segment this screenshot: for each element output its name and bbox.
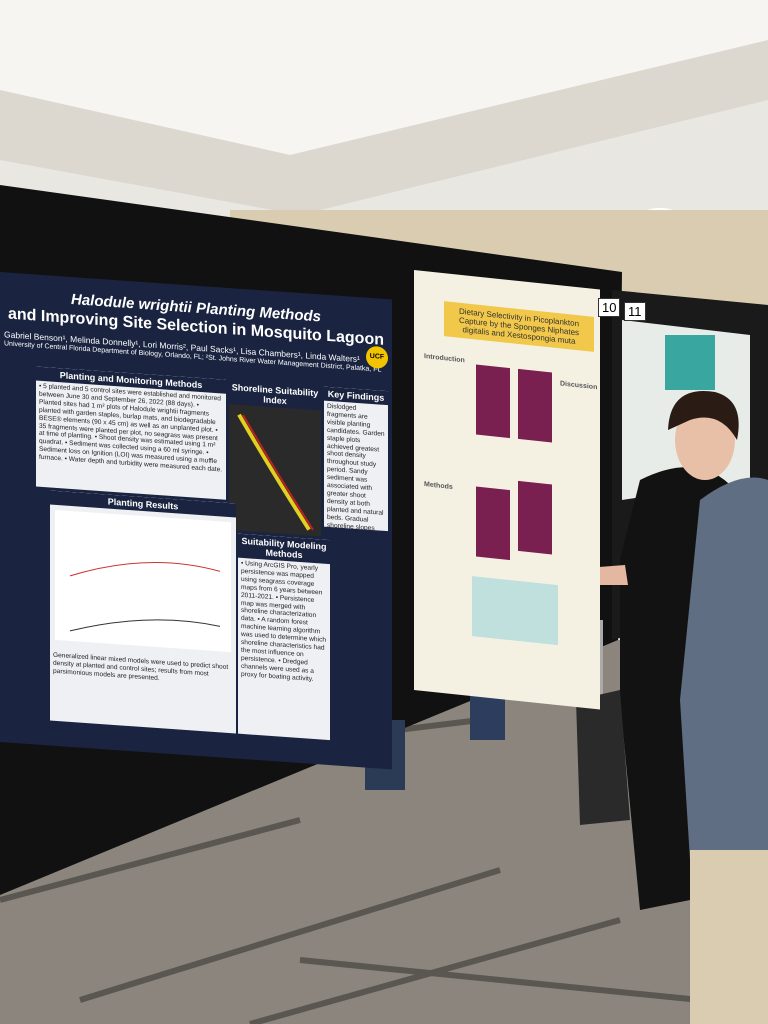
poster-left: Halodule wrightii Planting Methods and I…	[0, 272, 392, 770]
figure	[518, 480, 552, 555]
figure	[472, 576, 558, 646]
figure	[476, 486, 510, 561]
map	[237, 413, 314, 531]
bag	[576, 690, 630, 825]
poster-right: Dietary Selectivity in Picoplankton Capt…	[414, 270, 600, 710]
section-heading: Introduction	[424, 353, 465, 365]
plot	[55, 509, 231, 653]
section: Planting and Monitoring Methods • 5 plan…	[36, 366, 226, 500]
section-text: • 5 planted and 5 control sites were est…	[39, 382, 223, 474]
ceiling-panel	[0, 0, 768, 155]
logo: UCF	[366, 345, 388, 370]
section-heading: Discussion	[560, 380, 598, 392]
section-text: • Using ArcGIS Pro, yearly persistence w…	[241, 559, 327, 683]
section-text: Dislodged fragments are visible planting…	[327, 402, 385, 532]
section: Suitability Modeling Methods • Using Arc…	[238, 533, 330, 741]
poster-title: Dietary Selectivity in Picoplankton Capt…	[444, 301, 594, 352]
board-number: 10	[598, 298, 621, 317]
man-shirt	[680, 477, 768, 880]
section: Shoreline Suitability Index	[229, 380, 321, 537]
man-pants	[690, 850, 768, 1024]
section-text: Generalized linear mixed models were use…	[53, 651, 229, 682]
presenter-hair	[668, 391, 739, 440]
section: Key Findings Dislodged fragments are vis…	[324, 386, 388, 532]
figure	[518, 368, 552, 443]
molding	[0, 40, 768, 215]
section: Planting Results Generalized linear mixe…	[50, 490, 236, 734]
section-heading: Methods	[424, 481, 453, 492]
board-number: 11	[624, 302, 646, 321]
figure	[476, 364, 510, 439]
section-heading: Suitability Modeling Methods	[238, 533, 330, 565]
poster-far-title	[665, 335, 715, 390]
